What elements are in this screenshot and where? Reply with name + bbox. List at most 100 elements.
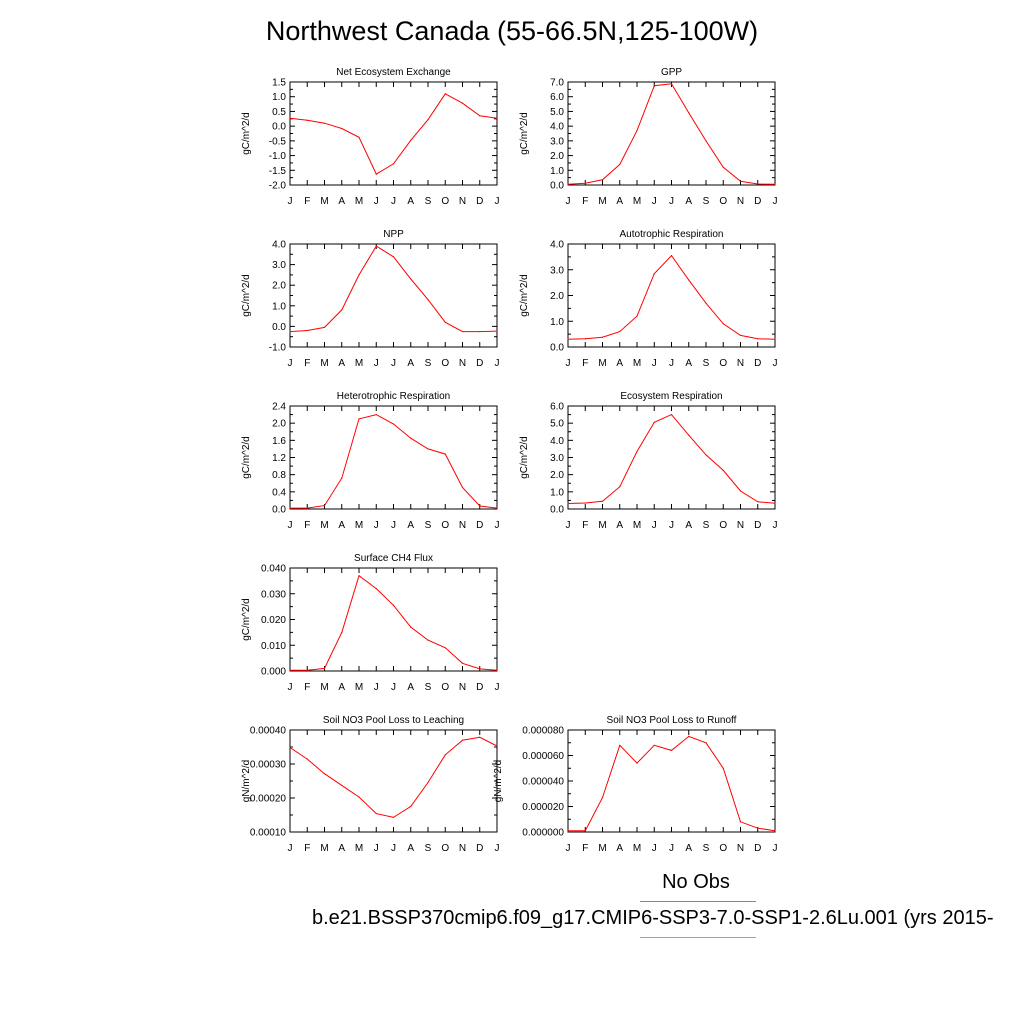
- data-point: [636, 762, 638, 764]
- panel-title: Surface CH4 Flux: [354, 553, 433, 564]
- x-tick-label: A: [338, 196, 345, 207]
- y-tick-label: -1.5: [269, 166, 287, 177]
- y-tick-label: 4.0: [550, 240, 564, 251]
- data-point: [688, 434, 690, 436]
- plot-frame: [567, 243, 776, 348]
- x-tick-label: O: [441, 520, 449, 531]
- series-line: [290, 414, 498, 509]
- y-tick-label: 0.00020: [250, 794, 287, 805]
- data-point: [461, 330, 464, 333]
- x-tick-label: S: [703, 196, 710, 207]
- data-point: [722, 767, 724, 769]
- data-point: [427, 781, 429, 784]
- data-point: [584, 830, 586, 832]
- x-tick-label: M: [320, 682, 328, 693]
- data-point: [427, 119, 429, 121]
- data-point: [289, 117, 291, 119]
- x-tick-label: J: [374, 196, 379, 207]
- x-tick-label: S: [703, 520, 710, 531]
- legend-obs-line: [640, 901, 756, 902]
- x-tick-label: D: [754, 520, 761, 531]
- x-tick-label: M: [355, 682, 363, 693]
- data-point: [619, 163, 621, 165]
- panel-soil-no3-pool-loss-to-runoff: Soil NO3 Pool Loss to Runoff 0.000000 0.00…: [493, 715, 778, 854]
- y-axis-label: gC/m^2/d: [519, 112, 530, 155]
- y-tick-label: 2.0: [550, 470, 564, 481]
- x-tick-label: N: [459, 682, 466, 693]
- y-tick-label: 4.0: [550, 436, 564, 447]
- y-tick-label: 0.5: [272, 107, 286, 118]
- x-tick-label: J: [495, 358, 500, 369]
- data-point: [392, 816, 395, 819]
- data-point: [774, 502, 776, 504]
- y-axis-label: gC/m^2/d: [519, 436, 530, 479]
- x-tick-label: J: [495, 682, 500, 693]
- x-tick-label: A: [338, 843, 345, 854]
- data-point: [479, 115, 481, 117]
- x-tick-label: S: [425, 520, 432, 531]
- data-point: [601, 179, 604, 181]
- data-point: [670, 749, 673, 752]
- y-tick-label: 0.0: [550, 505, 564, 516]
- y-tick-label: 0.020: [261, 615, 286, 626]
- data-point: [774, 830, 776, 832]
- data-point: [358, 136, 360, 138]
- data-point: [774, 183, 776, 185]
- x-tick-label: F: [304, 520, 310, 531]
- x-tick-label: J: [495, 196, 500, 207]
- x-tick-label: J: [374, 682, 379, 693]
- data-point: [705, 140, 707, 142]
- data-point: [479, 505, 481, 507]
- x-tick-label: J: [652, 196, 657, 207]
- y-tick-label: -2.0: [269, 181, 287, 192]
- x-tick-label: N: [737, 843, 744, 854]
- data-point: [739, 334, 742, 337]
- data-point: [567, 183, 569, 185]
- data-point: [567, 338, 569, 340]
- x-tick-label: D: [754, 843, 761, 854]
- data-point: [410, 437, 412, 439]
- x-tick-label: J: [288, 520, 293, 531]
- y-tick-label: 2.0: [272, 281, 286, 292]
- series-line: [289, 245, 498, 333]
- data-point: [323, 504, 326, 507]
- data-point: [636, 450, 638, 453]
- x-tick-label: M: [320, 520, 328, 531]
- data-point: [358, 575, 360, 577]
- x-tick-label: J: [391, 843, 396, 854]
- data-point: [461, 486, 464, 489]
- x-tick-label: A: [338, 520, 345, 531]
- data-point: [705, 302, 707, 304]
- x-tick-label: M: [633, 520, 641, 531]
- x-tick-label: A: [685, 358, 692, 369]
- series-line: [567, 254, 776, 340]
- data-point: [358, 418, 360, 420]
- x-tick-label: M: [320, 843, 328, 854]
- x-tick-label: J: [652, 520, 657, 531]
- x-tick-label: A: [338, 682, 345, 693]
- y-tick-label: 5.0: [550, 419, 564, 430]
- x-tick-label: M: [598, 358, 606, 369]
- x-tick-label: D: [754, 196, 761, 207]
- y-tick-label: 1.2: [272, 453, 286, 464]
- panel-title: NPP: [383, 229, 404, 240]
- y-tick-label: 0.000080: [522, 726, 564, 737]
- x-tick-label: N: [737, 358, 744, 369]
- x-tick-label: F: [304, 843, 310, 854]
- data-point: [427, 448, 429, 450]
- x-tick-label: S: [425, 196, 432, 207]
- y-tick-label: -1.0: [269, 343, 287, 354]
- data-point: [619, 744, 621, 746]
- panel-title: Soil NO3 Pool Loss to Leaching: [323, 715, 464, 726]
- panel-title: Ecosystem Respiration: [620, 391, 722, 402]
- data-point: [306, 507, 308, 509]
- page-title: Northwest Canada (55-66.5N,125-100W): [265, 16, 759, 46]
- data-point: [619, 330, 621, 333]
- data-point: [653, 421, 655, 423]
- x-tick-label: M: [355, 196, 363, 207]
- y-axis-label: gN/m^2/d: [241, 760, 252, 803]
- x-tick-label: J: [391, 682, 396, 693]
- x-tick-label: S: [703, 843, 710, 854]
- data-point: [392, 163, 395, 165]
